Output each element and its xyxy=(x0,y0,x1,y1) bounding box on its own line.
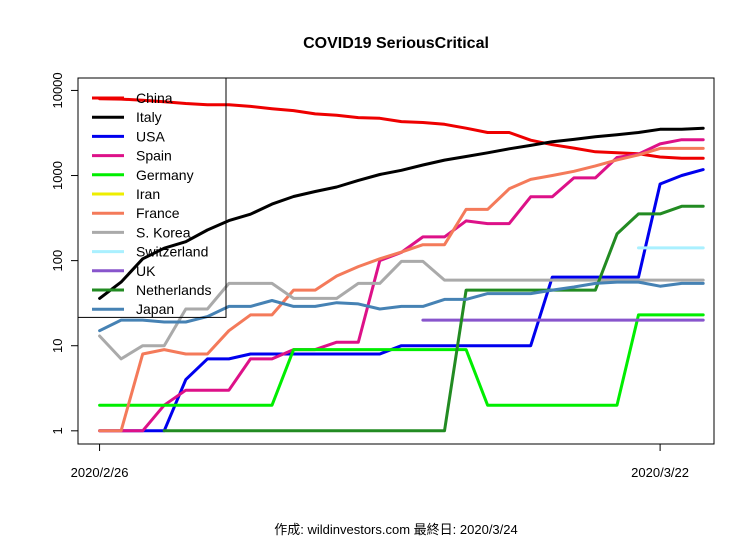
y-tick-label: 1000 xyxy=(50,161,65,190)
series-layer xyxy=(98,97,705,433)
legend-label: France xyxy=(136,205,180,221)
series-line-s-korea xyxy=(98,259,705,361)
series-line-italy xyxy=(98,126,705,300)
legend-label: Switzerland xyxy=(136,244,208,260)
y-tick-label: 10000 xyxy=(50,72,65,108)
series-line-france xyxy=(98,146,705,433)
legend-label: Italy xyxy=(136,109,162,125)
y-tick-label: 10 xyxy=(50,338,65,352)
y-axis: 1 10 100 1000 10000 xyxy=(50,72,78,434)
legend-label: S. Korea xyxy=(136,224,191,240)
x-tick-label: 2020/2/26 xyxy=(71,465,129,480)
legend-label: Netherlands xyxy=(136,282,212,298)
plot-frame xyxy=(77,77,715,445)
series-line-germany xyxy=(98,313,705,407)
legend-label: Iran xyxy=(136,186,160,202)
x-axis: 2020/2/26 2020/3/22 xyxy=(71,444,689,480)
legend-label: China xyxy=(136,90,173,106)
series-line-china xyxy=(98,97,705,160)
legend-label: Japan xyxy=(136,301,174,317)
y-tick-label: 1 xyxy=(50,427,65,434)
series-line-netherlands xyxy=(162,204,705,433)
chart-title: COVID19 SeriousCritical xyxy=(303,35,489,52)
legend: China Italy USA Spain Germany Iran France S. Ko… xyxy=(77,77,227,318)
legend-label: USA xyxy=(136,128,165,144)
legend-label: Spain xyxy=(136,148,172,164)
series-line-usa xyxy=(98,168,705,433)
y-tick-label: 100 xyxy=(50,250,65,272)
x-tick-label: 2020/3/22 xyxy=(631,465,689,480)
legend-label: UK xyxy=(136,263,156,279)
footer-credit: 作成: wildinvestors.com 最終日: 2020/3/24 xyxy=(274,522,517,537)
legend-label: Germany xyxy=(136,167,194,183)
legend-box xyxy=(77,77,227,318)
series-line-japan xyxy=(98,280,705,333)
